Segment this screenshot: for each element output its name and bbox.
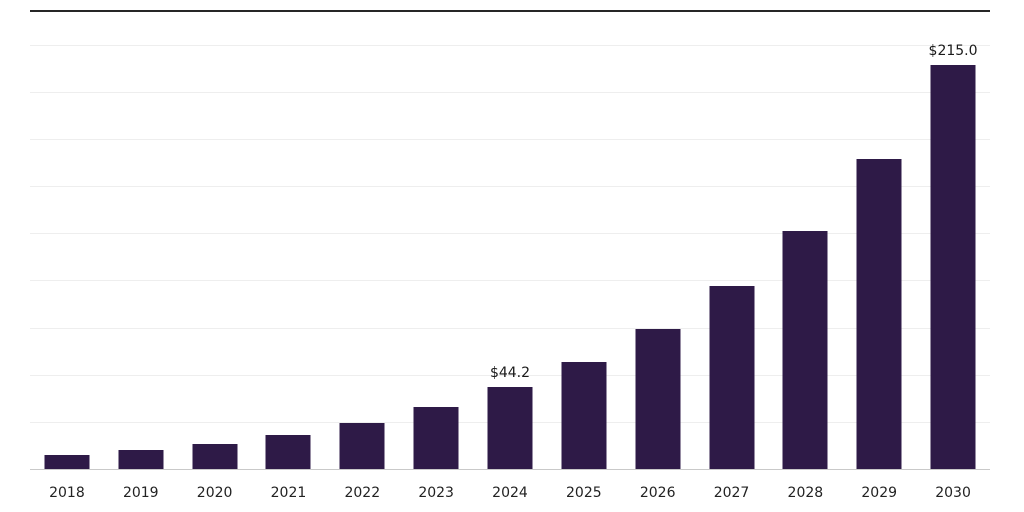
plot-area: $44.2 $215.0	[30, 10, 990, 470]
gridline	[30, 139, 990, 141]
gridline	[30, 280, 990, 282]
bar-slot-2023	[399, 10, 473, 470]
bar-2018	[44, 454, 90, 470]
bar-2030	[930, 64, 976, 470]
bar-slot-2030: $215.0	[916, 10, 990, 470]
x-axis-label-2020: 2020	[196, 485, 233, 501]
bar-2020	[192, 443, 238, 470]
bar-slot-2025	[547, 10, 621, 470]
bar-2024	[487, 386, 533, 470]
bar-2025	[561, 361, 607, 470]
bar-slot-2020	[178, 10, 252, 470]
gridline	[30, 233, 990, 235]
bar-slot-2029	[842, 10, 916, 470]
x-axis-label-2028: 2028	[787, 485, 824, 501]
bar-slot-2024: $44.2	[473, 10, 547, 470]
x-axis-label-2021: 2021	[270, 485, 307, 501]
x-axis-labels: 2018 2019 2020 2021 2022 2023 2024 2025 2026 2027…	[30, 482, 990, 504]
bar-slot-2028	[768, 10, 842, 470]
bar-2027	[709, 286, 755, 470]
bar-slot-2026	[621, 10, 695, 470]
x-axis-label-2029: 2029	[861, 485, 898, 501]
bar-value-label-2030: $215.0	[928, 42, 978, 59]
bar-2019	[118, 450, 164, 470]
bar-2023	[413, 406, 459, 470]
bar-slot-2021	[252, 10, 326, 470]
bar-slot-2019	[104, 10, 178, 470]
x-axis-label-2026: 2026	[639, 485, 676, 501]
gridline	[30, 44, 990, 46]
gridline	[30, 327, 990, 329]
bar-2021	[265, 435, 311, 470]
gridline	[30, 91, 990, 93]
bar-2028	[782, 230, 828, 470]
x-axis-line	[30, 469, 990, 470]
bar-series: $44.2 $215.0	[30, 10, 990, 470]
bar-slot-2018	[30, 10, 104, 470]
bar-slot-2027	[695, 10, 769, 470]
x-axis-label-2027: 2027	[713, 485, 750, 501]
bar-slot-2022	[325, 10, 399, 470]
x-axis-label-2022: 2022	[344, 485, 381, 501]
chart-top-border	[30, 10, 990, 12]
bar-2022	[339, 423, 385, 470]
gridline	[30, 186, 990, 188]
x-axis-label-2024: 2024	[492, 485, 528, 501]
gridline	[30, 374, 990, 376]
bar-2029	[856, 158, 902, 470]
x-axis-label-2023: 2023	[418, 485, 454, 501]
bar-2026	[635, 328, 681, 470]
x-axis-label-2018: 2018	[49, 485, 85, 501]
x-axis-label-2030: 2030	[935, 485, 971, 501]
x-axis-label-2025: 2025	[566, 485, 602, 501]
x-axis-label-2019: 2019	[122, 485, 159, 501]
bar-value-label-2024: $44.2	[489, 364, 531, 381]
